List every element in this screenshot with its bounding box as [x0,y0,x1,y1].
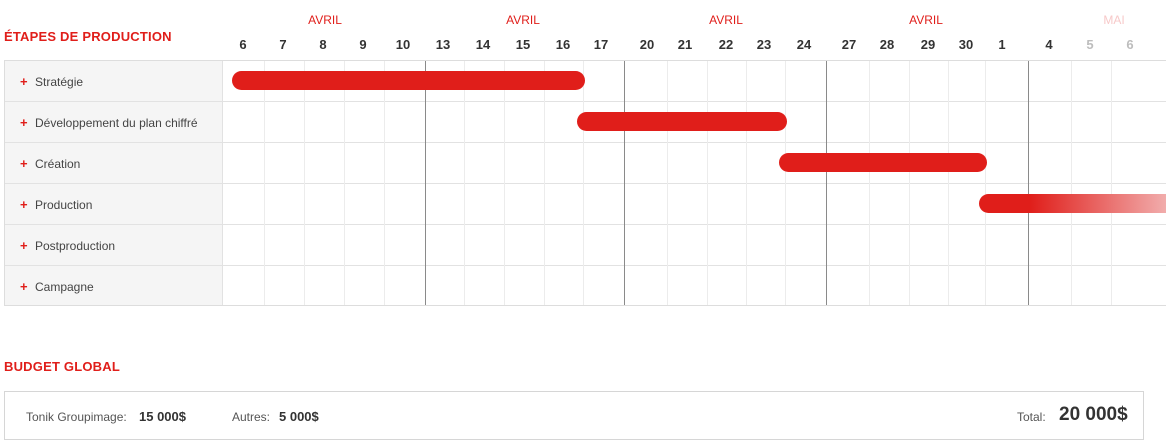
row-divider [5,183,1166,184]
groupimage-label: Tonik Groupimage: [26,410,127,424]
day-label: 10 [395,37,411,52]
day-label: 21 [677,37,693,52]
stage-label: Développement du plan chiffré [35,116,198,130]
plus-icon[interactable]: + [20,74,28,89]
other-value: 5 000$ [279,409,319,424]
day-label: 23 [756,37,772,52]
day-divider [1070,61,1072,305]
day-label: 7 [279,37,287,52]
day-label: 30 [958,37,974,52]
day-divider [667,61,668,305]
day-label: 15 [515,37,531,52]
day-label: 4 [1045,37,1053,52]
day-divider [785,61,786,305]
day-label: 16 [555,37,571,52]
month-label: AVRIL [308,13,342,27]
day-divider [746,61,747,305]
gantt-bar[interactable] [979,194,1166,213]
week-divider [826,61,827,305]
day-divider [908,61,910,305]
day-divider [504,61,505,305]
row-divider [5,265,1166,266]
stage-row[interactable]: + Stratégie [5,61,223,102]
day-divider [869,61,870,305]
stage-row[interactable]: + Production [5,184,223,225]
day-label: 24 [796,37,812,52]
stage-label: Création [35,157,81,171]
stage-label: Production [35,198,93,212]
day-label: 20 [639,37,655,52]
other-label: Autres: [232,410,271,424]
day-divider [384,61,385,305]
month-label: AVRIL [709,13,743,27]
plus-icon[interactable]: + [20,156,28,171]
gantt-grid: + Stratégie + Développement du plan chiffré… [4,60,1166,306]
row-divider [5,142,1166,143]
day-divider [583,61,584,305]
budget-title: BUDGET GLOBAL [4,359,120,374]
week-divider [425,61,426,305]
month-label: AVRIL [909,13,943,27]
day-divider [706,61,708,305]
month-label: AVRIL [506,13,540,27]
day-label: 5 [1086,37,1094,52]
stage-row[interactable]: + Campagne [5,266,223,305]
gantt-bar[interactable] [779,153,987,172]
day-divider [464,61,465,305]
day-label: 6 [1126,37,1134,52]
stage-label: Campagne [35,280,94,294]
groupimage-value: 15 000$ [139,409,186,424]
day-label: 17 [593,37,609,52]
day-label: 9 [359,37,367,52]
production-stages-title: ÉTAPES DE PRODUCTION [4,29,172,44]
day-label: 1 [998,37,1006,52]
plus-icon[interactable]: + [20,279,28,294]
day-divider [344,61,345,305]
day-label: 14 [475,37,491,52]
gantt-bar[interactable] [232,71,585,90]
gantt-bar[interactable] [577,112,787,131]
row-divider [5,224,1166,225]
budget-summary: Tonik Groupimage: 15 000$ Autres: 5 000$… [4,391,1144,440]
plus-icon[interactable]: + [20,238,28,253]
stage-row[interactable]: + Création [5,143,223,184]
month-label: MAI [1103,13,1125,27]
plus-icon[interactable]: + [20,197,28,212]
day-label: 29 [920,37,936,52]
day-label: 6 [239,37,247,52]
stage-label: Stratégie [35,75,84,89]
day-divider [304,61,305,305]
day-label: 22 [718,37,734,52]
stage-row[interactable]: + Développement du plan chiffré [5,102,223,143]
row-divider [5,101,1166,102]
total-value: 20 000$ [1059,404,1128,425]
stage-label: Postproduction [35,239,116,253]
total-label: Total: [1017,410,1046,424]
day-label: 28 [879,37,895,52]
stage-row[interactable]: + Postproduction [5,225,223,266]
day-label: 8 [319,37,327,52]
week-divider [624,61,625,305]
day-divider [1111,61,1112,305]
day-divider [985,61,986,305]
plus-icon[interactable]: + [20,115,28,130]
day-label: 27 [841,37,857,52]
week-divider [1028,61,1029,305]
day-divider [948,61,949,305]
day-label: 13 [435,37,451,52]
day-divider [544,61,545,305]
day-divider [264,61,265,305]
